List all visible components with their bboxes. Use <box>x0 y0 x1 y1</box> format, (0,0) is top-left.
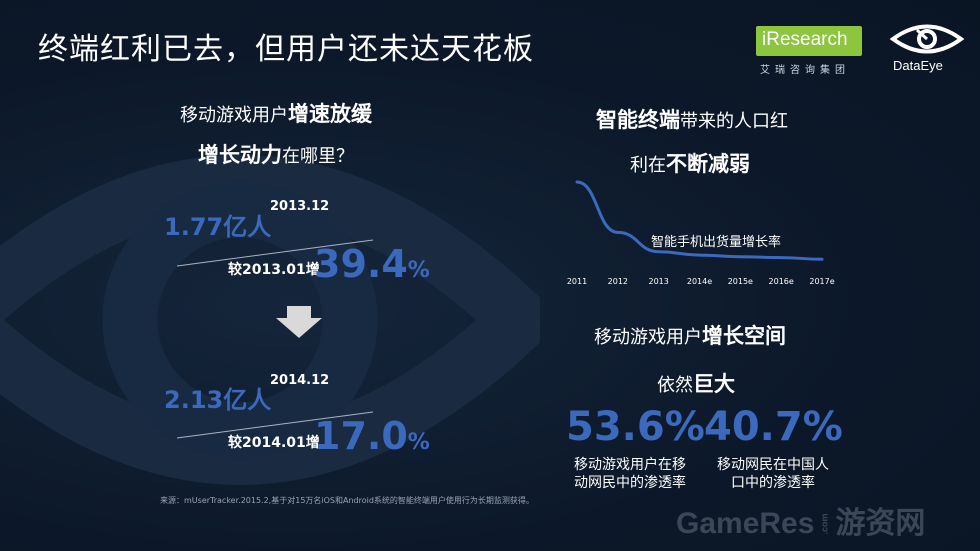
x-tick-label-2013: 2013 <box>648 277 668 286</box>
source-note: 来源：mUserTracker.2015.2,基于对15万名iOS和Androi… <box>160 496 534 505</box>
left-heading-line2-bold: 增长动力 <box>198 143 282 167</box>
left-heading-line2: 增长动力在哪里？ <box>198 139 354 169</box>
page-title: 终端红利已去，但用户还未达天花板 <box>38 32 534 67</box>
right-heading-4-plain: 依然 <box>657 375 693 396</box>
watermark-cn: 游资网 <box>835 507 926 540</box>
stat-mobile-net-penetration-caption: 移动网民在中国人口中的渗透率 <box>717 457 829 491</box>
right-heading-2-bold: 不断减弱 <box>666 152 750 176</box>
growth-2013-number: 39.4 <box>314 242 408 286</box>
growth-2014-number: 17.0 <box>314 414 408 458</box>
iresearch-logo: iResearch 艾瑞咨询集团 <box>756 26 868 76</box>
right-heading-2-plain: 利在 <box>630 155 666 176</box>
right-heading-4-bold: 巨大 <box>693 372 735 396</box>
divider-line-2 <box>176 411 374 439</box>
smartphone-growth-chart: 2011 2012 2013 2014e 2015e 2016e 2017e <box>567 180 835 286</box>
growth-2014-unit: % <box>407 430 430 455</box>
right-heading-3: 移动游戏用户增长空间 <box>594 320 786 350</box>
eye-icon <box>889 24 965 54</box>
dataeye-logo-text: DataEye <box>893 58 943 73</box>
watermark-com: .com <box>819 513 830 535</box>
users-2014-value: 2.13亿人 <box>164 386 272 414</box>
iresearch-logo-subtitle: 艾瑞咨询集团 <box>760 65 850 76</box>
stat-mobile-net-penetration: 40.7% <box>704 404 843 450</box>
x-tick-label-2016e: 2016e <box>769 277 794 286</box>
stat-mobile-game-penetration-caption: 移动游戏用户在移动网民中的渗透率 <box>574 457 686 491</box>
growth-2013-unit: % <box>407 258 430 283</box>
gameres-watermark: GameRes .com 游资网 <box>676 498 925 542</box>
series-line-smartphone-growth <box>575 180 824 261</box>
right-heading-3-plain: 移动游戏用户 <box>594 327 702 348</box>
stat-mobile-game-penetration: 53.6% <box>566 404 705 450</box>
growth-2014-value: 17.0% <box>314 414 430 458</box>
compare-label-2014: 较2014.01增 <box>228 435 320 451</box>
iresearch-logo-text: iResearch <box>762 29 848 50</box>
left-heading-line1-bold: 增速放缓 <box>288 102 372 126</box>
divider-line-1 <box>176 239 374 267</box>
left-heading-line1: 移动游戏用户增速放缓 <box>180 98 372 128</box>
right-heading-1-plain: 带来的人口红 <box>680 111 788 132</box>
x-tick-label-2017e: 2017e <box>809 277 834 286</box>
date-2013: 2013.12 <box>270 199 330 214</box>
arrow-down-icon <box>276 306 322 338</box>
right-heading-3-bold: 增长空间 <box>702 324 786 348</box>
right-heading-1-bold: 智能终端 <box>596 108 680 132</box>
x-tick-label-2014e: 2014e <box>687 277 712 286</box>
left-heading-line2-plain: 在哪里？ <box>282 146 354 167</box>
right-heading-2: 利在不断减弱 <box>630 148 750 178</box>
date-2014: 2014.12 <box>270 373 330 388</box>
users-2013-value: 1.77亿人 <box>164 213 272 241</box>
right-heading-1: 智能终端带来的人口红 <box>596 104 788 134</box>
dataeye-logo: DataEye <box>887 20 967 80</box>
growth-2013-value: 39.4% <box>314 242 430 286</box>
right-heading-4: 依然巨大 <box>657 368 735 398</box>
x-tick-label-2012: 2012 <box>608 277 628 286</box>
compare-label-2013: 较2013.01增 <box>228 262 320 278</box>
iresearch-badge <box>756 26 862 56</box>
watermark-main: GameRes <box>676 507 815 540</box>
x-tick-label-2015e: 2015e <box>728 277 753 286</box>
chart-series-label: 智能手机出货量增长率 <box>651 235 782 250</box>
left-heading-line1-plain: 移动游戏用户 <box>180 105 288 126</box>
x-axis-ticks: 2011 2012 2013 2014e 2015e 2016e 2017e <box>567 277 835 286</box>
x-tick-label-2011: 2011 <box>567 277 587 286</box>
